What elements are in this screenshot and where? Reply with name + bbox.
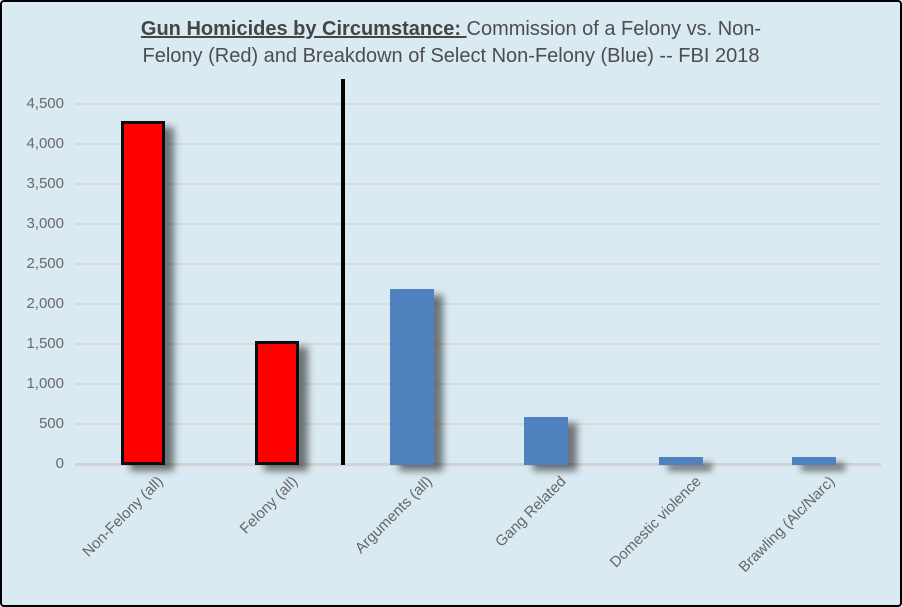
chart-title-line1: Gun Homicides by Circumstance: Commissio… — [2, 16, 900, 43]
y-gridline — [75, 263, 881, 265]
bar-arguments-all — [390, 289, 434, 465]
x-tick-label: Domestic violence — [606, 473, 706, 572]
y-tick-label: 2,500 — [26, 255, 64, 272]
x-tick-label: Non-Felony (all) — [79, 473, 168, 561]
bar-felony-all — [255, 341, 299, 465]
y-gridline — [75, 183, 881, 185]
y-tick-label: 0 — [55, 455, 64, 472]
group-divider-line — [341, 79, 345, 465]
chart-title-line2: Felony (Red) and Breakdown of Select Non… — [142, 45, 760, 67]
y-tick-label: 4,500 — [26, 95, 64, 112]
bar-domestic-violence — [659, 457, 703, 465]
chart-title-emphasis: Gun Homicides by Circumstance: — [140, 18, 467, 40]
x-axis-line — [75, 462, 881, 466]
y-gridline — [75, 143, 881, 145]
y-tick-label: 1,000 — [26, 375, 64, 392]
bar-gang-related — [524, 417, 568, 465]
y-gridline — [75, 303, 881, 305]
y-tick-label: 3,000 — [26, 215, 64, 232]
chart-title: Gun Homicides by Circumstance: Commissio… — [2, 16, 900, 70]
bar-brawling-alc-narc — [792, 457, 836, 465]
y-gridline — [75, 103, 881, 105]
y-tick-label: 4,000 — [26, 135, 64, 152]
y-tick-label: 2,000 — [26, 295, 64, 312]
y-gridline — [75, 423, 881, 425]
y-tick-label: 3,500 — [26, 175, 64, 192]
y-gridline — [75, 343, 881, 345]
x-tick-label: Felony (all) — [236, 473, 302, 538]
y-tick-label: 1,500 — [26, 335, 64, 352]
x-tick-label: Arguments (all) — [352, 473, 437, 557]
x-tick-label: Gang Related — [492, 473, 571, 551]
y-gridline — [75, 383, 881, 385]
chart-title-line1-rest: Commission of a Felony vs. Non- — [466, 18, 762, 40]
y-gridline — [75, 223, 881, 225]
y-tick-label: 500 — [38, 415, 64, 432]
x-tick-label: Brawling (Alc/Narc) — [735, 473, 839, 576]
bar-non-felony-all — [121, 121, 165, 465]
